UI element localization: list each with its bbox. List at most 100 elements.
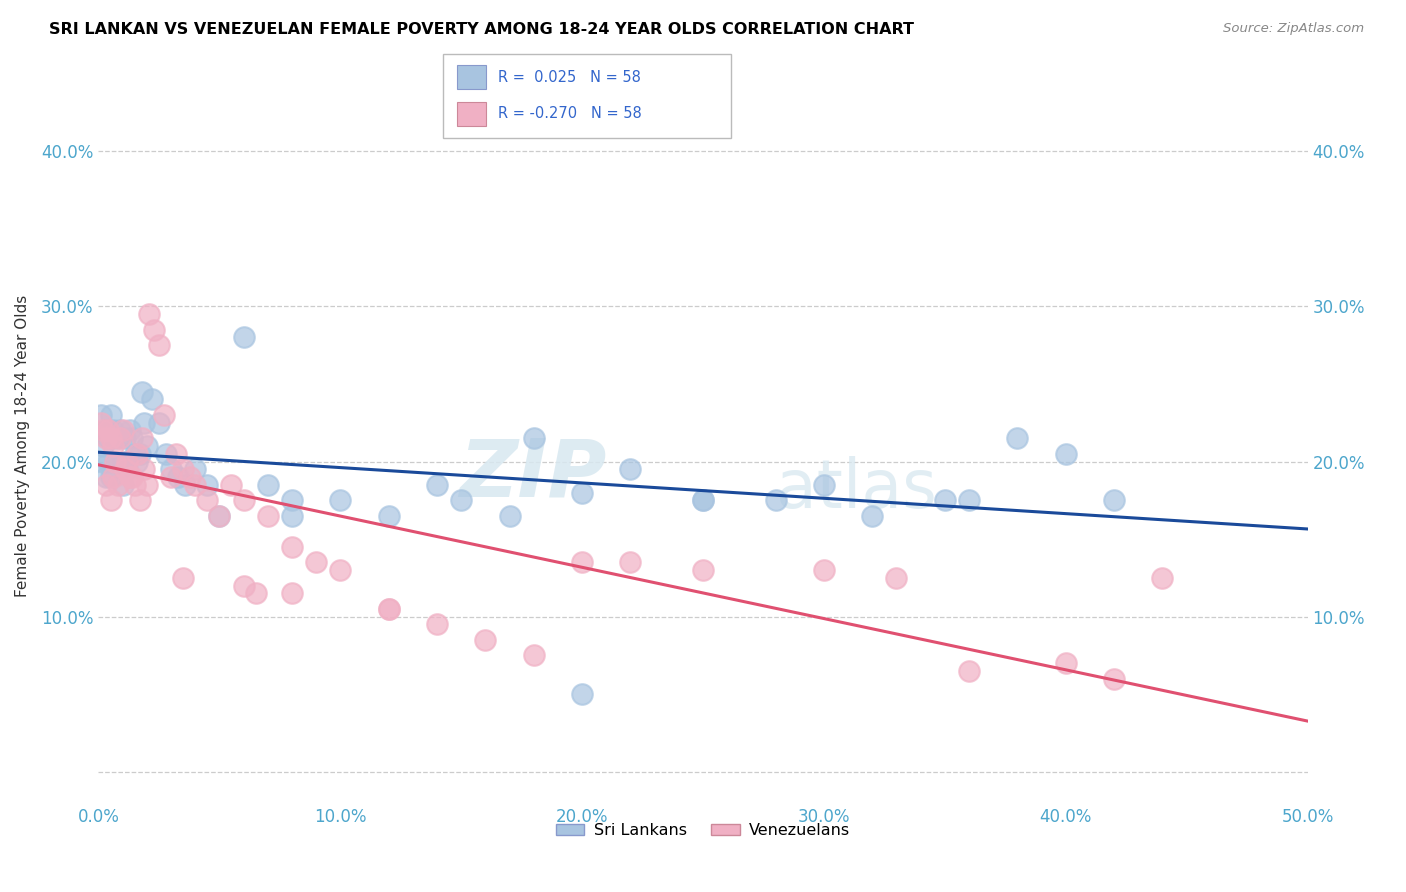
Point — [114, 431, 136, 445]
Point — [165, 447, 187, 461]
Point — [118, 470, 141, 484]
Point — [97, 454, 120, 468]
Point — [934, 493, 956, 508]
Point — [94, 424, 117, 438]
Point — [619, 462, 641, 476]
Point — [138, 307, 160, 321]
Point — [152, 408, 174, 422]
Point — [174, 477, 197, 491]
Point — [128, 493, 150, 508]
Point — [957, 664, 980, 678]
Point — [131, 431, 153, 445]
Text: Source: ZipAtlas.com: Source: ZipAtlas.com — [1223, 22, 1364, 36]
Text: R = -0.270   N = 58: R = -0.270 N = 58 — [498, 106, 641, 121]
Point — [619, 555, 641, 569]
Point — [184, 477, 207, 491]
Point — [111, 454, 134, 468]
Point — [101, 424, 124, 438]
Text: SRI LANKAN VS VENEZUELAN FEMALE POVERTY AMONG 18-24 YEAR OLDS CORRELATION CHART: SRI LANKAN VS VENEZUELAN FEMALE POVERTY … — [49, 22, 914, 37]
Point — [148, 416, 170, 430]
Bar — [457, 65, 486, 89]
Point — [281, 540, 304, 554]
Point — [124, 447, 146, 461]
Point — [208, 508, 231, 523]
Point — [232, 493, 254, 508]
Point — [131, 384, 153, 399]
Point — [135, 439, 157, 453]
Text: atlas: atlas — [776, 456, 936, 522]
Point — [474, 632, 496, 647]
Point — [100, 431, 122, 445]
Point — [160, 470, 183, 484]
Point — [143, 323, 166, 337]
Point — [1102, 672, 1125, 686]
Point — [101, 470, 124, 484]
Point — [860, 508, 883, 523]
Point — [107, 477, 129, 491]
Point — [128, 447, 150, 461]
Point — [450, 493, 472, 508]
Point — [108, 424, 131, 438]
Point — [571, 687, 593, 701]
Point — [104, 454, 127, 468]
Point — [329, 563, 352, 577]
Point — [957, 493, 980, 508]
Point — [1054, 656, 1077, 670]
Point — [148, 338, 170, 352]
Point — [281, 493, 304, 508]
Point — [121, 431, 143, 445]
Point — [886, 571, 908, 585]
Point — [118, 424, 141, 438]
Point — [498, 508, 520, 523]
Point — [114, 462, 136, 476]
Point — [1054, 447, 1077, 461]
Point — [179, 470, 201, 484]
FancyBboxPatch shape — [443, 54, 731, 138]
Point — [195, 477, 218, 491]
Legend: Sri Lankans, Venezuelans: Sri Lankans, Venezuelans — [550, 817, 856, 845]
Point — [91, 454, 114, 468]
Point — [117, 462, 139, 476]
Point — [160, 462, 183, 476]
Point — [94, 477, 117, 491]
Point — [91, 439, 114, 453]
Point — [134, 416, 156, 430]
Point — [523, 648, 546, 663]
Point — [184, 462, 207, 476]
Point — [124, 477, 146, 491]
Point — [101, 439, 124, 453]
Point — [426, 617, 449, 632]
Point — [97, 424, 120, 438]
Point — [221, 477, 243, 491]
Point — [281, 508, 304, 523]
Point — [141, 392, 163, 407]
Point — [1007, 431, 1029, 445]
Point — [127, 447, 149, 461]
Point — [97, 431, 120, 445]
Point — [104, 454, 127, 468]
Point — [111, 424, 134, 438]
Point — [172, 571, 194, 585]
Point — [121, 470, 143, 484]
Point — [155, 447, 177, 461]
Point — [377, 602, 399, 616]
Point — [91, 424, 114, 438]
Y-axis label: Female Poverty Among 18-24 Year Olds: Female Poverty Among 18-24 Year Olds — [15, 295, 30, 597]
Point — [1152, 571, 1174, 585]
Point — [100, 493, 122, 508]
Point — [94, 470, 117, 484]
Point — [100, 470, 122, 484]
Point — [108, 431, 131, 445]
Point — [692, 493, 714, 508]
Point — [134, 462, 156, 476]
Point — [117, 454, 139, 468]
Point — [195, 493, 218, 508]
Point — [167, 470, 190, 484]
Point — [94, 431, 117, 445]
Point — [107, 431, 129, 445]
Point — [692, 493, 714, 508]
Point — [571, 485, 593, 500]
Point — [813, 563, 835, 577]
Point — [232, 330, 254, 344]
Text: R =  0.025   N = 58: R = 0.025 N = 58 — [498, 70, 641, 85]
